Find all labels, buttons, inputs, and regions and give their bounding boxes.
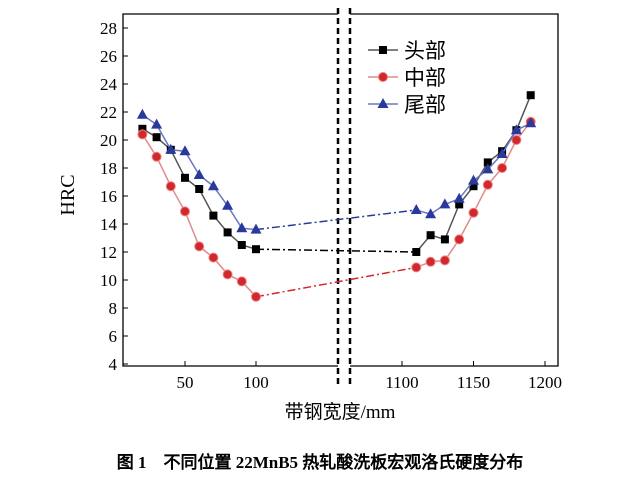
- data-point: [209, 211, 218, 220]
- y-tick-label: 18: [100, 159, 117, 178]
- data-point: [410, 204, 422, 214]
- x-tick-label: 100: [243, 373, 269, 392]
- y-tick-label: 4: [109, 355, 118, 374]
- data-point: [426, 231, 435, 240]
- y-tick-label: 8: [109, 299, 118, 318]
- y-tick-label: 20: [100, 131, 117, 150]
- series-line-right: [415, 94, 532, 253]
- x-tick-label: 50: [177, 373, 194, 392]
- data-point: [250, 223, 262, 234]
- data-point: [412, 248, 421, 256]
- data-point: [411, 262, 422, 273]
- data-point: [152, 133, 161, 142]
- data-point: [511, 135, 522, 145]
- data-point: [455, 200, 464, 209]
- data-point: [469, 182, 478, 191]
- x-axis-label: 带钢宽度/mm: [285, 401, 396, 423]
- data-point: [425, 208, 437, 219]
- y-tick-label: 22: [100, 103, 117, 122]
- x-tick-label: 1100: [385, 373, 418, 392]
- data-point: [138, 124, 147, 133]
- data-point: [180, 206, 190, 217]
- y-tick-label: 28: [100, 19, 117, 38]
- series-connector: [255, 266, 417, 298]
- data-point: [222, 199, 234, 210]
- data-point: [425, 256, 436, 267]
- legend-marker: [379, 46, 387, 54]
- series-triangle: [136, 108, 537, 234]
- data-point: [497, 163, 508, 173]
- data-point: [208, 252, 219, 263]
- figure-caption: 图 1 不同位置 22MnB5 热轧酸洗板宏观洛氏硬度分布: [117, 452, 524, 472]
- data-point: [439, 255, 450, 266]
- data-point: [165, 143, 177, 154]
- data-point: [136, 108, 148, 119]
- data-point: [195, 185, 204, 193]
- data-point: [454, 234, 465, 245]
- data-point: [440, 235, 449, 244]
- data-point: [252, 245, 260, 254]
- data-point: [151, 151, 162, 162]
- data-point: [194, 241, 205, 252]
- series-connector: [255, 248, 417, 253]
- data-point: [510, 124, 522, 135]
- data-point: [207, 180, 219, 191]
- data-point: [525, 117, 537, 128]
- data-point: [223, 228, 232, 237]
- plot-frame-left: [122, 13, 338, 367]
- y-tick-label: 24: [100, 75, 118, 94]
- data-point: [179, 145, 191, 156]
- y-axis-label: HRC: [57, 174, 79, 215]
- legend-marker: [378, 72, 388, 82]
- data-point: [251, 291, 261, 302]
- data-point: [483, 158, 492, 167]
- data-point: [468, 174, 479, 185]
- y-tick-label: 10: [100, 271, 117, 290]
- data-point: [468, 207, 479, 218]
- y-tick-label: 12: [100, 243, 117, 262]
- y-tick-label: 14: [100, 215, 118, 234]
- data-point: [496, 148, 508, 158]
- legend-label: 尾部: [404, 93, 446, 117]
- data-point: [482, 179, 493, 190]
- legend-label: 头部: [404, 39, 446, 63]
- plot-frame-right: [350, 13, 559, 367]
- data-point: [453, 192, 465, 203]
- x-tick-label: 1200: [528, 373, 562, 392]
- series-circle: [137, 116, 536, 302]
- data-point: [236, 276, 247, 287]
- data-point: [181, 173, 189, 182]
- data-point: [439, 198, 451, 209]
- legend-marker: [377, 98, 389, 108]
- data-point: [193, 169, 205, 179]
- data-point: [526, 91, 535, 100]
- series-connector: [255, 209, 417, 231]
- legend-label: 中部: [404, 66, 446, 90]
- data-point: [151, 118, 163, 129]
- data-point: [165, 181, 176, 192]
- x-tick-label: 1150: [457, 373, 490, 392]
- y-tick-label: 6: [109, 327, 118, 346]
- data-point: [482, 163, 494, 174]
- data-point: [236, 222, 248, 233]
- y-tick-label: 16: [100, 187, 117, 206]
- data-point: [137, 129, 148, 140]
- y-tick-label: 26: [100, 47, 117, 66]
- data-point: [222, 269, 233, 280]
- data-point: [237, 241, 246, 249]
